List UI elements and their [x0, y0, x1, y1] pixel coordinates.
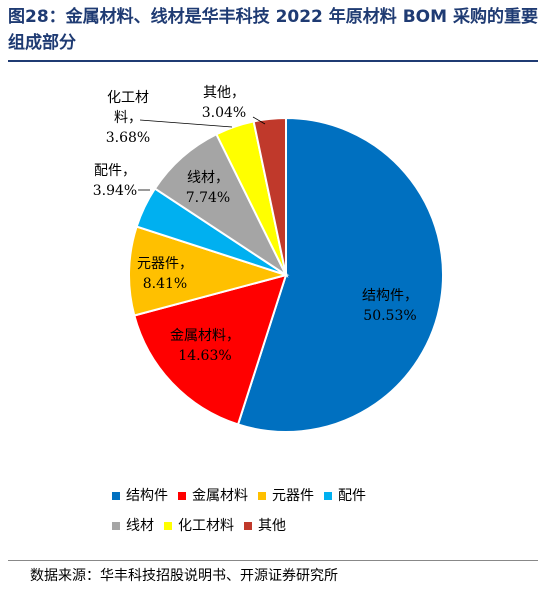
legend-swatch-2	[258, 492, 266, 500]
chart-legend: 结构件 金属材料 元器件 配件 线材 化工材料 其他	[112, 486, 452, 546]
legend-label-2: 元器件	[272, 488, 314, 504]
legend-label-3: 配件	[338, 488, 366, 504]
pie-slice-0	[236, 116, 444, 433]
legend-item-6: 其他	[244, 516, 286, 536]
legend-item-4: 线材	[112, 516, 154, 536]
legend-label-0: 结构件	[126, 488, 168, 504]
legend-label-5: 化工材料	[178, 518, 234, 534]
legend-item-2: 元器件	[258, 486, 314, 506]
legend-item-0: 结构件	[112, 486, 168, 506]
pie-slice-6	[252, 116, 287, 276]
legend-swatch-5	[164, 522, 172, 530]
data-label-6: 其他， 3.04%	[202, 85, 246, 121]
legend-item-3: 配件	[324, 486, 366, 506]
legend-item-5: 化工材料	[164, 516, 234, 536]
legend-item-1: 金属材料	[178, 486, 248, 506]
legend-label-6: 其他	[258, 518, 286, 534]
data-label-5: 化工材料， 3.68%	[106, 90, 150, 146]
legend-swatch-0	[112, 492, 120, 500]
data-label-0: 结构件， 50.53%	[362, 288, 418, 324]
legend-swatch-6	[244, 522, 252, 530]
leader-line-6	[252, 116, 266, 125]
leader-line-5	[139, 119, 233, 128]
data-label-2: 元器件， 8.41%	[137, 256, 193, 292]
footer-divider	[8, 560, 538, 561]
legend-swatch-1	[178, 492, 186, 500]
title-divider	[8, 60, 538, 62]
legend-swatch-3	[324, 492, 332, 500]
pie-slice-2	[128, 225, 290, 317]
legend-label-1: 金属材料	[192, 488, 248, 504]
legend-swatch-4	[112, 522, 120, 530]
pie-chart: 结构件， 50.53% 金属材料， 14.63% 元器件， 8.41% 配件， 3.94% 线材…	[93, 85, 444, 433]
legend-label-4: 线材	[126, 518, 154, 534]
pie-slice-1	[133, 273, 288, 426]
figure-title: 图28：金属材料、线材是华丰科技 2022 年原材料 BOM 采购的重要组成部分	[8, 7, 538, 53]
data-label-3: 配件， 3.94%	[93, 163, 137, 199]
data-label-4: 线材， 7.74%	[186, 170, 230, 206]
source-note: 数据来源：华丰科技招股说明书、开源证券研究所	[30, 568, 338, 584]
data-label-1: 金属材料， 14.63%	[170, 328, 240, 364]
